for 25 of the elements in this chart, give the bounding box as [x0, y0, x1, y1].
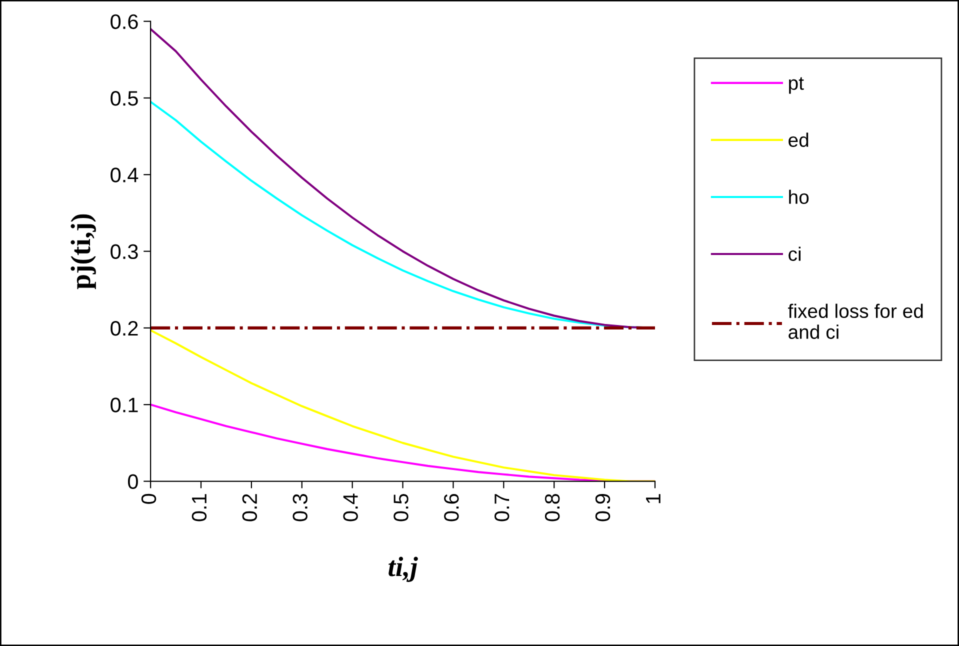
x-tick-label: 0.6 — [444, 494, 459, 522]
y-tick-label: 0.4 — [110, 168, 138, 182]
x-tick-label: 0.4 — [343, 494, 358, 522]
y-axis-title: pj(ti,j) — [70, 214, 96, 290]
x-axis-title: ti,j — [388, 556, 418, 582]
legend-label: fixed loss for ed and ci — [788, 304, 923, 339]
legend-label: ed — [788, 132, 808, 147]
y-tick-label: 0.2 — [110, 320, 138, 336]
y-tick-label: 0.6 — [110, 14, 138, 30]
y-tick-label: 0.3 — [110, 244, 138, 260]
y-tick-label: 0 — [128, 474, 138, 490]
y-tick-label: 0.5 — [110, 90, 138, 106]
legend-label: ci — [788, 246, 801, 261]
x-tick-label: 0.5 — [394, 494, 408, 522]
x-tick-label: 0 — [141, 494, 156, 504]
x-tick-label: 0.9 — [595, 494, 610, 522]
x-tick-label: 0.1 — [192, 494, 207, 522]
x-tick-label: 0.7 — [494, 494, 510, 522]
x-tick-label: 0.3 — [292, 494, 308, 522]
legend-label: ho — [789, 190, 809, 204]
x-tick-label: 0.8 — [544, 494, 560, 522]
y-tick-label: 0.1 — [110, 398, 138, 412]
legend-label: pt — [789, 77, 804, 94]
x-tick-label: 0.2 — [242, 494, 258, 522]
x-tick-label: 1 — [646, 494, 660, 504]
